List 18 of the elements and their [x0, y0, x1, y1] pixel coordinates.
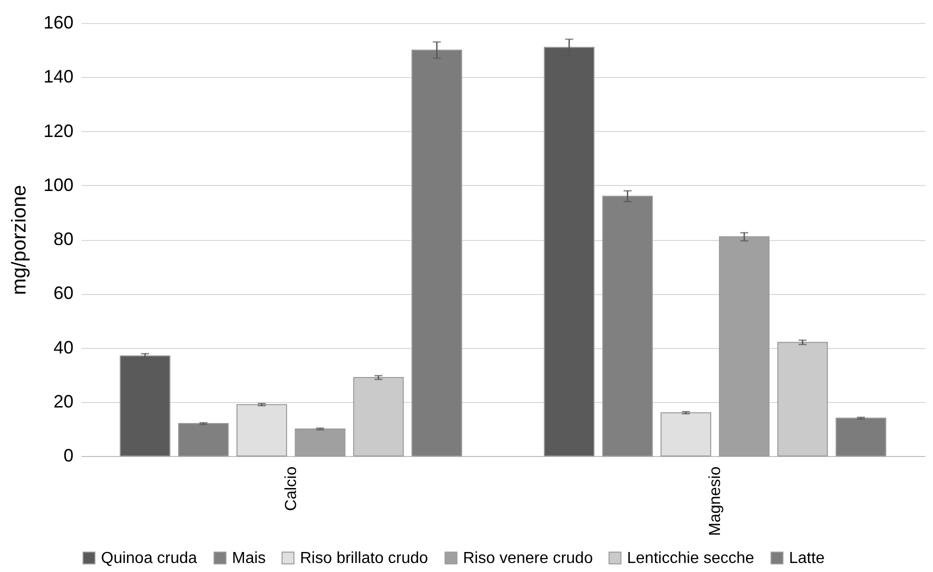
x-tick-label: Magnesio [707, 466, 724, 536]
legend-label: Latte [789, 550, 825, 567]
legend-label: Riso brillato crudo [300, 550, 428, 567]
y-tick-label: 80 [53, 229, 74, 249]
y-tick-label: 20 [53, 391, 74, 412]
legend-label: Mais [232, 550, 266, 567]
y-axis-title: mg/porzione [8, 184, 30, 296]
legend-label: Riso venere crudo [463, 550, 593, 567]
legend-label: Quinoa cruda [101, 550, 198, 567]
x-tick-label: Calcio [282, 466, 300, 511]
y-tick-label: 140 [43, 66, 74, 87]
y-tick-label: 160 [43, 12, 74, 32]
y-tick-label: 120 [43, 120, 74, 141]
y-tick-label: 0 [63, 446, 74, 466]
y-tick-label: 40 [53, 337, 74, 358]
y-tick-label: 100 [43, 174, 74, 195]
legend-label: Lenticchie secche [627, 550, 754, 567]
y-tick-label: 60 [53, 283, 74, 304]
